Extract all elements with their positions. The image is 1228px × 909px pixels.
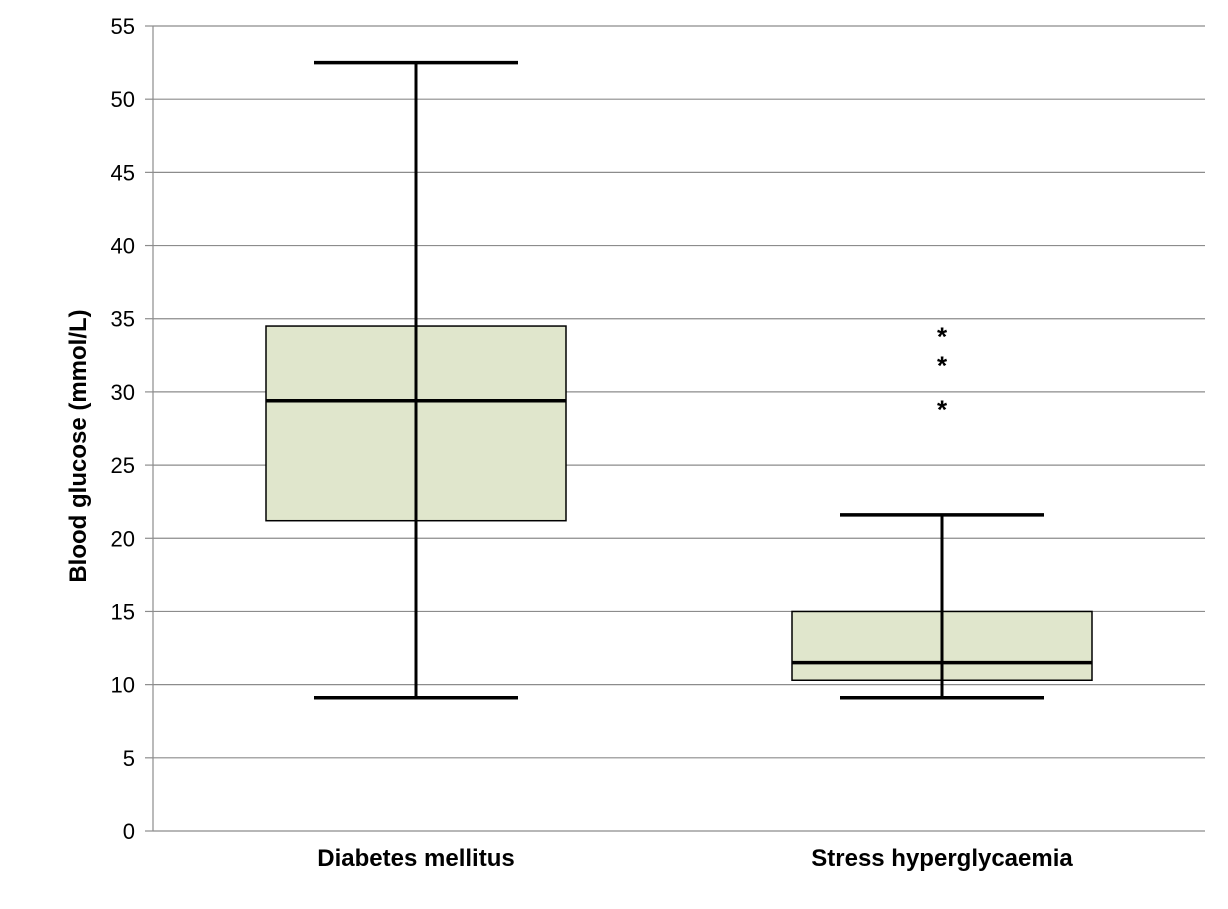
y-tick-label: 35	[111, 307, 135, 332]
x-category-label: Stress hyperglycaemia	[811, 845, 1073, 872]
axes	[152, 26, 1205, 832]
y-tick-label: 20	[111, 526, 135, 551]
y-tick-label: 0	[123, 819, 135, 844]
y-tick-label: 15	[111, 599, 135, 624]
outlier-marker: *	[937, 395, 948, 425]
x-axis-category-labels: Diabetes mellitus Stress hyperglycaemia	[317, 845, 1073, 872]
box-group: ***	[791, 321, 1093, 700]
y-tick-label: 30	[111, 380, 135, 405]
y-tick-label: 40	[111, 234, 135, 259]
y-tick-label: 25	[111, 453, 135, 478]
box-group	[265, 60, 567, 700]
y-tick-label: 5	[123, 746, 135, 771]
y-tick-label: 50	[111, 87, 135, 112]
y-tick-label: 55	[111, 14, 135, 39]
outlier-marker: *	[937, 351, 948, 381]
y-tick-label: 45	[111, 160, 135, 185]
boxes: ***	[265, 60, 1093, 700]
x-category-label: Diabetes mellitus	[317, 845, 514, 872]
outlier-marker: *	[937, 321, 948, 351]
y-axis-ticks: 0 5 10 15 20 25 30 35 40 45 50 55	[111, 14, 153, 844]
y-axis-title: Blood glucose (mmol/L)	[65, 309, 92, 582]
y-tick-label: 10	[111, 673, 135, 698]
